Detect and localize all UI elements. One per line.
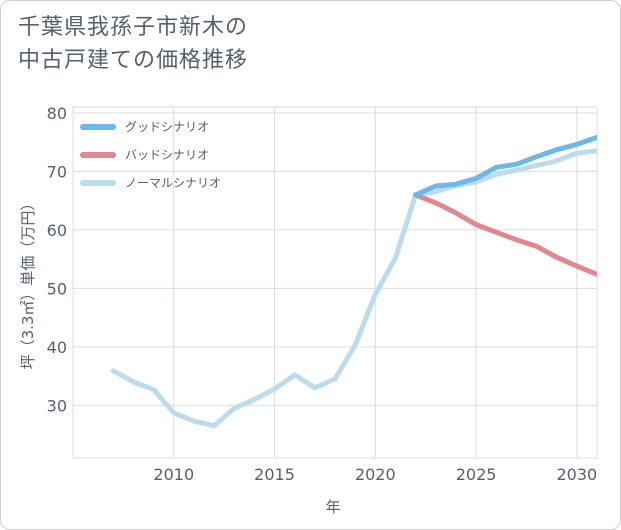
series-layer	[110, 134, 597, 429]
plot-frame	[72, 106, 598, 459]
legend-label-2: バッドシナリオ	[125, 148, 209, 162]
x-tick-label: 2015	[254, 465, 295, 484]
x-axis-label: 年	[325, 498, 340, 516]
x-tick-label: 2010	[153, 465, 194, 484]
chart-title-line-2: 中古戸建ての価格推移	[18, 48, 249, 73]
series-line-2	[413, 192, 597, 277]
legend-label-3: ノーマルシナリオ	[125, 176, 221, 190]
y-tick-label: 40	[47, 338, 67, 357]
y-tick-label: 80	[47, 104, 67, 123]
series-line-3	[110, 148, 597, 429]
y-axis-label: 坪（3.3㎡）単価（万円）	[19, 196, 37, 370]
y-tick-label: 30	[47, 396, 67, 415]
chart-title: 千葉県我孫子市新木の 中古戸建ての価格推移	[18, 11, 438, 77]
series-line-1	[413, 134, 597, 198]
y-tick-label: 50	[47, 279, 67, 298]
legend-label-1: グッドシナリオ	[125, 120, 209, 134]
y-tick-label: 60	[47, 221, 67, 240]
y-tick-label: 70	[47, 162, 67, 181]
x-tick-label: 2025	[456, 465, 497, 484]
axes: 30 40 50 60 70 80 2010 2015 2020 2025 2030	[47, 104, 598, 484]
chart-title-line-1: 千葉県我孫子市新木の	[18, 15, 249, 40]
x-tick-label: 2020	[355, 465, 396, 484]
x-tick-label: 2030	[556, 465, 597, 484]
